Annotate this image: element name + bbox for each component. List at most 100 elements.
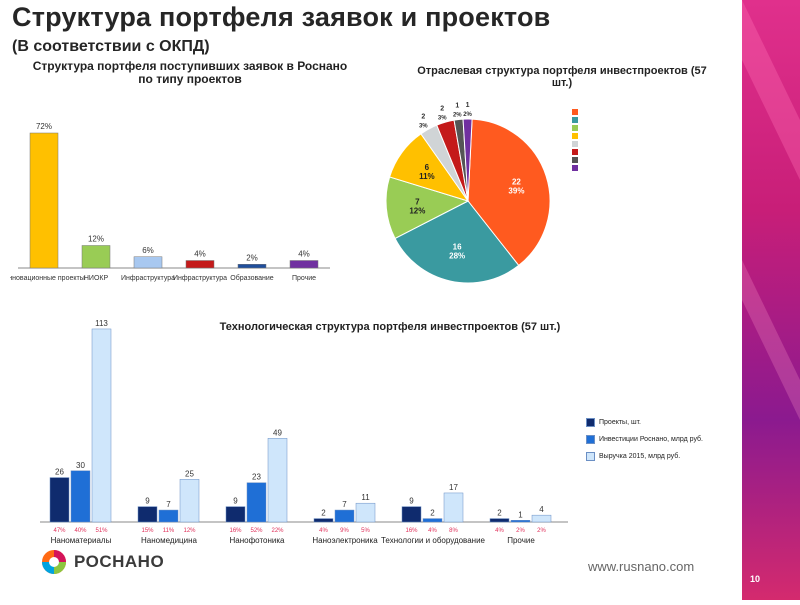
chart3-percent-label: 9% [340, 528, 349, 534]
chart2-count-label: 2 [421, 113, 425, 120]
chart2-count-label: 1 [455, 103, 459, 110]
chart3-bar [401, 506, 422, 523]
website-link[interactable]: www.rusnano.com [588, 559, 695, 574]
chart3-legend-swatch [586, 452, 595, 461]
chart2-legend-item [572, 148, 690, 155]
chart3-bar [422, 518, 443, 523]
chart2-count-label: 2 [440, 106, 444, 113]
chart2-legend-item [572, 132, 690, 139]
chart2-legend-item [572, 116, 690, 123]
chart3-legend-label: Выручка 2015, млрд руб. [599, 453, 681, 460]
chart3-percent-label: 16% [405, 528, 418, 534]
chart2-pct-label: 2% [463, 112, 472, 118]
side-stripe-graphic [742, 0, 800, 600]
chart3-percent-label: 47% [53, 528, 66, 534]
chart2-count-label: 22 [512, 178, 521, 187]
chart2-pct-label: 28% [449, 252, 465, 261]
logo-text: РОСНАНО [74, 552, 165, 571]
page-title: Структура портфеля заявок и проектов [12, 2, 551, 32]
chart1-category-label: Образование [230, 274, 273, 282]
chart3-legend-swatch [586, 435, 595, 444]
chart3-percent-label: 40% [74, 528, 87, 534]
chart3-percent-label: 4% [319, 528, 328, 534]
chart2-legend-item [572, 164, 690, 171]
chart2-legend-item [572, 108, 690, 115]
chart3-bar [49, 477, 70, 523]
page-subtitle: (В соответствии с ОКПД) [12, 38, 210, 55]
chart1-category-label: Инновационные проекты [10, 275, 85, 282]
chart3-category-label: Технологии и оборудование [381, 536, 486, 545]
chart1-bar [289, 260, 319, 269]
chart3-legend-item: Проекты, шт. [586, 418, 716, 427]
chart3-value-label: 7 [166, 500, 171, 509]
chart3-value-label: 26 [55, 468, 64, 477]
page-number: 10 [750, 574, 761, 584]
chart3-category-label: Наноматериалы [51, 536, 112, 545]
chart3-category-label: Прочие [507, 536, 535, 545]
chart3-bar [355, 502, 376, 523]
chart3-value-label: 7 [342, 500, 347, 509]
chart2-pct-label: 12% [409, 206, 425, 215]
chart3-percent-label: 12% [183, 528, 196, 534]
chart3-legend-item: Выручка 2015, млрд руб. [586, 452, 716, 461]
chart2-slice [385, 176, 470, 240]
chart2-legend-swatch [572, 157, 578, 163]
chart3-legend-item: Инвестиции Роснано, млрд руб. [586, 435, 716, 444]
chart3-category-label: Наноэлектроника [312, 536, 378, 545]
chart2-count-label: 6 [425, 163, 430, 172]
chart3-percent-label: 2% [537, 528, 546, 534]
chart1-category-label: НИОКР [84, 275, 109, 282]
chart1-value-label: 4% [298, 250, 310, 259]
chart3-legend-label: Проекты, шт. [599, 419, 641, 426]
chart3-value-label: 2 [430, 509, 435, 518]
chart2-slice [467, 118, 551, 267]
chart2-legend [572, 108, 690, 172]
chart3-bar [267, 438, 288, 523]
chart3-value-label: 113 [95, 319, 108, 328]
chart3-percent-label: 2% [516, 528, 525, 534]
chart2-legend-item [572, 140, 690, 147]
chart2-legend-swatch [572, 165, 578, 171]
chart1-title: Структура портфеля поступивших заявок в … [32, 59, 348, 86]
chart3-bar [531, 514, 552, 523]
chart2-legend-swatch [572, 149, 578, 155]
chart1-bar [237, 264, 267, 269]
chart3-legend-swatch [586, 418, 595, 427]
chart2-legend-swatch [572, 133, 578, 139]
chart1-category-label: Прочие [292, 275, 316, 282]
chart3-percent-label: 15% [141, 528, 154, 534]
chart3-value-label: 25 [185, 469, 194, 478]
chart3-bar [510, 520, 531, 523]
chart3-value-label: 9 [233, 497, 238, 506]
rusnano-logo: РОСНАНО [40, 548, 164, 576]
chart1-type-of-projects: 72% Инновационные проекты 12% НИОКР 6% Инфрас… [10, 122, 330, 282]
chart2-count-label: 16 [453, 243, 462, 252]
chart3-legend-label: Инвестиции Роснано, млрд руб. [599, 436, 703, 443]
chart3-percent-label: 5% [361, 528, 370, 534]
chart2-count-label: 7 [415, 197, 420, 206]
chart3-bar [443, 492, 464, 523]
chart3-value-label: 9 [409, 497, 414, 506]
chart3-bar [179, 479, 200, 523]
chart2-pct-label: 39% [508, 187, 524, 196]
chart1-value-label: 2% [246, 253, 258, 262]
chart2-pct-label: 3% [419, 123, 428, 129]
chart3-bar [313, 518, 334, 523]
chart2-legend-swatch [572, 109, 578, 115]
chart3-title: Технологическая структура портфеля инвес… [219, 321, 561, 333]
chart3-percent-label: 4% [495, 528, 504, 534]
chart2-legend-swatch [572, 125, 578, 131]
chart1-bar [29, 132, 59, 269]
chart1-category-label: Инфраструктура [173, 275, 227, 282]
chart1-value-label: 6% [142, 246, 154, 255]
chart3-bar [489, 518, 510, 523]
chart3-value-label: 23 [252, 473, 261, 482]
chart3-value-label: 11 [361, 493, 370, 502]
chart3-percent-label: 52% [250, 528, 263, 534]
chart3-bar [246, 482, 267, 523]
chart2-legend-swatch [572, 117, 578, 123]
chart3-value-label: 4 [539, 505, 544, 514]
chart3-value-label: 17 [449, 483, 458, 492]
chart1-value-label: 12% [88, 235, 104, 244]
